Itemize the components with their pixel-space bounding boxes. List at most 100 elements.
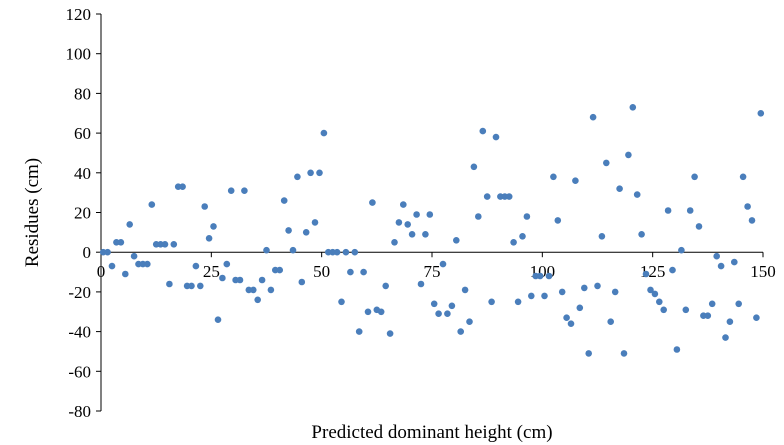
data-point xyxy=(227,187,235,194)
data-point xyxy=(625,151,632,159)
data-point xyxy=(545,272,553,280)
data-point xyxy=(620,350,628,357)
data-point xyxy=(289,246,297,254)
data-point xyxy=(130,252,138,260)
data-point xyxy=(616,185,623,192)
data-point xyxy=(126,221,133,228)
data-point xyxy=(691,173,698,181)
y-tick-label: 100 xyxy=(66,45,92,64)
data-point xyxy=(294,173,301,181)
data-point xyxy=(377,308,385,316)
data-point xyxy=(404,221,412,228)
data-point xyxy=(722,334,729,341)
data-point xyxy=(280,197,288,204)
data-point xyxy=(250,286,257,294)
data-point xyxy=(170,241,178,248)
data-point xyxy=(735,300,742,308)
data-point xyxy=(395,219,403,226)
data-point xyxy=(360,268,367,276)
data-point xyxy=(369,199,376,206)
y-tick-label: 20 xyxy=(74,204,91,223)
data-point xyxy=(541,292,548,300)
data-point xyxy=(298,278,306,286)
data-point xyxy=(210,223,217,230)
data-point xyxy=(263,246,270,254)
data-point xyxy=(594,282,601,290)
data-point xyxy=(757,110,765,117)
data-point xyxy=(351,248,359,256)
data-point xyxy=(408,231,416,238)
data-point xyxy=(386,330,394,337)
data-point xyxy=(347,268,354,276)
data-point xyxy=(713,252,720,260)
y-tick-label: 80 xyxy=(74,84,91,103)
y-axis-title: Residues (cm) xyxy=(22,158,43,267)
data-point xyxy=(647,286,654,294)
y-tick-label: -80 xyxy=(68,402,91,421)
data-point xyxy=(488,298,495,306)
data-point xyxy=(422,231,429,238)
data-point xyxy=(466,318,473,326)
data-point xyxy=(355,328,363,335)
data-point xyxy=(223,260,231,268)
data-points xyxy=(99,104,765,357)
data-point xyxy=(629,104,637,111)
data-point xyxy=(400,201,407,208)
y-ticks: -80 -60 -40 -20 0 20 40 60 80 100 120 xyxy=(66,5,101,421)
data-point xyxy=(492,133,500,141)
data-point xyxy=(122,270,129,278)
data-point xyxy=(444,310,451,318)
data-point xyxy=(589,113,597,121)
data-point xyxy=(201,203,208,210)
data-point xyxy=(285,227,292,234)
data-point xyxy=(678,246,685,254)
data-point xyxy=(682,306,690,314)
data-point xyxy=(554,217,562,224)
data-point xyxy=(598,233,606,240)
data-point xyxy=(192,262,200,270)
data-point xyxy=(457,328,465,335)
data-point xyxy=(748,217,756,224)
data-point xyxy=(413,211,420,218)
data-point xyxy=(426,211,434,218)
data-point xyxy=(572,177,579,184)
data-point xyxy=(514,298,522,306)
data-point xyxy=(475,213,482,220)
data-point xyxy=(576,304,584,312)
data-point xyxy=(651,290,659,298)
data-point xyxy=(633,191,641,198)
data-point xyxy=(638,231,645,238)
data-point xyxy=(558,288,566,296)
data-point xyxy=(673,346,681,353)
data-point xyxy=(607,318,614,326)
data-point xyxy=(148,201,156,208)
data-point xyxy=(108,262,116,270)
data-point xyxy=(241,187,248,194)
y-tick-label: -40 xyxy=(68,323,91,342)
y-tick-label: 60 xyxy=(74,124,91,143)
data-point xyxy=(117,239,125,246)
data-point xyxy=(179,183,186,190)
data-point xyxy=(717,262,725,270)
data-point xyxy=(188,282,195,290)
data-point xyxy=(320,129,328,137)
data-point xyxy=(642,270,650,278)
data-point xyxy=(536,272,544,280)
y-tick-label: 40 xyxy=(74,164,91,183)
data-point xyxy=(603,159,610,167)
data-point xyxy=(417,280,425,288)
x-tick-label: 50 xyxy=(313,262,330,281)
data-point xyxy=(302,229,310,236)
x-tick-label: 25 xyxy=(203,262,220,281)
data-point xyxy=(664,207,672,214)
x-axis-title: Predicted dominant height (cm) xyxy=(311,422,552,443)
data-point xyxy=(236,276,244,284)
data-point xyxy=(338,298,345,306)
data-point xyxy=(453,237,460,244)
data-point xyxy=(333,248,341,256)
data-point xyxy=(611,288,619,296)
data-point xyxy=(550,173,557,181)
y-tick-label: 120 xyxy=(66,5,92,24)
data-point xyxy=(439,260,447,268)
data-point xyxy=(435,310,442,318)
